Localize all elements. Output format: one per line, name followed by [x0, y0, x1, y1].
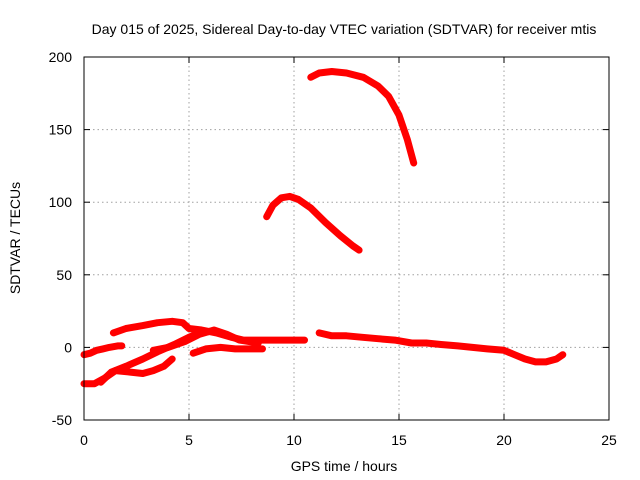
plot-frame [83, 56, 610, 421]
series-track-4 [80, 342, 126, 359]
grid-lines [84, 57, 609, 420]
x-tick-label: 5 [185, 432, 193, 448]
y-tick-labels: -50 0 50 100 150 200 [49, 49, 73, 428]
y-tick-label: 200 [49, 49, 73, 65]
series-track-1 [307, 68, 418, 167]
tick-marks [83, 56, 610, 421]
series-track-2 [263, 192, 363, 254]
series-layer [80, 68, 567, 388]
y-tick-label: 150 [49, 122, 73, 138]
series-track-9 [315, 329, 567, 366]
series-track-7 [149, 326, 262, 354]
series-track-8 [189, 343, 266, 357]
y-tick-label: 50 [56, 267, 72, 283]
y-tick-label: 100 [49, 194, 73, 210]
x-tick-label: 25 [601, 432, 617, 448]
chart-title: Day 015 of 2025, Sidereal Day-to-day VTE… [92, 21, 597, 37]
x-tick-label: 0 [80, 432, 88, 448]
y-tick-label: 0 [64, 339, 72, 355]
x-tick-label: 20 [496, 432, 512, 448]
y-tick-label: -50 [52, 412, 72, 428]
x-axis-title: GPS time / hours [291, 458, 398, 474]
x-tick-label: 10 [286, 432, 302, 448]
x-tick-labels: 0 5 10 15 20 25 [80, 432, 617, 448]
x-tick-label: 15 [391, 432, 407, 448]
y-axis-title: SDTVAR / TECUs [7, 182, 23, 294]
